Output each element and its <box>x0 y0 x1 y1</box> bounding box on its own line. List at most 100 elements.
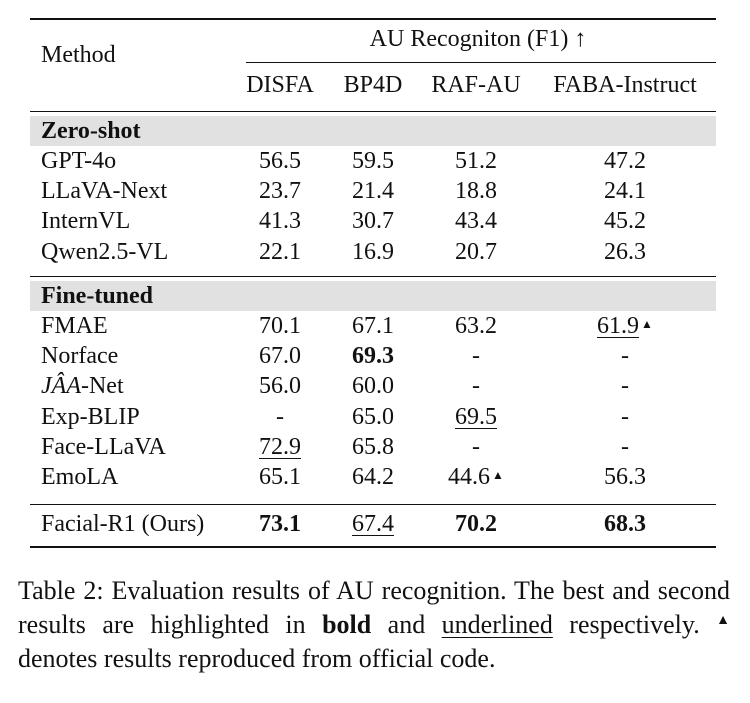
table-cell: 67.0 <box>259 341 301 371</box>
column-header: BP4D <box>343 72 403 98</box>
table-caption: Table 2: Evaluation results of AU recogn… <box>18 574 730 676</box>
table-cell: 47.2 <box>604 146 646 176</box>
table-cell: 59.5 <box>352 146 394 176</box>
cell-value: 51.2 <box>455 148 497 174</box>
table-cell: - <box>621 432 629 462</box>
cell-value: - <box>472 373 480 400</box>
method-name: InternVL <box>41 208 131 235</box>
section-title: Fine-tuned <box>41 283 154 309</box>
cell-value: - <box>472 433 480 460</box>
table-cell: - <box>472 371 480 401</box>
method-name: JÂA-Net <box>41 373 124 400</box>
section-divider-rule <box>30 276 716 277</box>
method-name: EmoLA <box>41 464 119 490</box>
table-cell: 67.4 <box>352 509 394 539</box>
method-name: Norface <box>41 343 119 370</box>
cell-value: - <box>276 403 284 430</box>
cell-value: 30.7 <box>352 208 394 235</box>
table-cell: - <box>276 402 284 432</box>
triangle-marker-icon: ▲ <box>492 468 504 482</box>
table-cell: 22.1 <box>259 237 301 267</box>
table-cell: 45.2 <box>604 206 646 236</box>
cell-value: - <box>621 373 629 400</box>
table-cell: 24.1 <box>604 176 646 206</box>
method-name-math: JÂA <box>41 373 81 400</box>
cell-value: 47.2 <box>604 148 646 174</box>
cell-value: - <box>472 343 480 370</box>
caption-text: and <box>371 610 442 639</box>
table-cell: - <box>472 432 480 462</box>
method-name: Exp-BLIP <box>41 403 140 430</box>
table-cell: - <box>621 402 629 432</box>
triangle-marker-icon: ▲ <box>716 613 731 628</box>
method-name: Face-LLaVA <box>41 433 166 460</box>
caption-text: denotes results reproduced from official… <box>18 644 496 673</box>
header-bottom-rule <box>30 111 716 112</box>
column-header: RAF-AU <box>431 72 521 98</box>
table-cell: - <box>621 341 629 371</box>
method-name: Facial-R1 (Ours) <box>41 511 205 537</box>
cell-value: 18.8 <box>455 178 497 205</box>
table-cell: 23.7 <box>259 176 301 206</box>
table-cell: 70.2 <box>455 509 497 539</box>
cell-value: 65.8 <box>352 433 394 460</box>
section-band-zero-shot <box>30 116 716 146</box>
section-title: Zero-shot <box>41 118 141 144</box>
cell-value: 26.3 <box>604 238 646 265</box>
cell-value: 63.2 <box>455 313 497 339</box>
cell-value: - <box>621 403 629 430</box>
cell-value: 70.2 <box>455 511 497 537</box>
cell-value: 65.0 <box>352 403 394 430</box>
caption-underline-word: underlined <box>441 610 553 639</box>
cell-value: 43.4 <box>455 208 497 235</box>
table-cell: 16.9 <box>352 237 394 267</box>
cell-value: 24.1 <box>604 178 646 205</box>
table-cell: 63.2 <box>455 311 497 341</box>
caption-bold-word: bold <box>322 610 372 639</box>
table-cell: 72.9 <box>259 432 301 462</box>
column-header: DISFA <box>246 72 314 98</box>
cell-value: 69.5 <box>455 403 497 430</box>
caption-text: Table 2: Evaluation results of AU recogn… <box>18 576 730 639</box>
cell-value: 23.7 <box>259 178 301 205</box>
table-cell: 20.7 <box>455 237 497 267</box>
table-cell: 70.1 <box>259 311 301 341</box>
cell-value: 67.0 <box>259 343 301 370</box>
table-cell: 44.6 ▲ <box>448 462 504 492</box>
cell-value: 56.0 <box>259 373 301 400</box>
method-name: GPT-4o <box>41 148 117 174</box>
table-cell: 43.4 <box>455 206 497 236</box>
cell-value: 56.5 <box>259 148 301 174</box>
cell-value: 73.1 <box>259 511 301 537</box>
method-name: LLaVA-Next <box>41 178 168 205</box>
table-cell: 65.8 <box>352 432 394 462</box>
cell-value: 45.2 <box>604 208 646 235</box>
table-cell: 51.2 <box>455 146 497 176</box>
cell-value: 72.9 <box>259 433 301 460</box>
table-cell: - <box>472 341 480 371</box>
cell-value: 70.1 <box>259 313 301 339</box>
cell-value: 59.5 <box>352 148 394 174</box>
table-cell: 69.5 <box>455 402 497 432</box>
cell-value: 64.2 <box>352 464 394 490</box>
cell-value: 61.9 <box>597 313 640 339</box>
table-cell: 60.0 <box>352 371 394 401</box>
table-cell: 30.7 <box>352 206 394 236</box>
table-cell: - <box>621 371 629 401</box>
table-cell: 65.1 <box>259 462 301 492</box>
cell-value: 69.3 <box>352 343 394 370</box>
table-cell: 18.8 <box>455 176 497 206</box>
cell-value: - <box>621 343 629 370</box>
table-cell: 64.2 <box>352 462 394 492</box>
cell-value: 68.3 <box>604 511 646 537</box>
cell-value: 44.6 <box>448 464 491 490</box>
table-cell: 21.4 <box>352 176 394 206</box>
table-cell: 56.0 <box>259 371 301 401</box>
table-cell: 26.3 <box>604 237 646 267</box>
final-row-rule <box>30 504 716 505</box>
table-cell: 68.3 <box>604 509 646 539</box>
section-band-fine-tuned <box>30 281 716 311</box>
cell-value: 21.4 <box>352 178 394 205</box>
cell-value: 65.1 <box>259 464 301 490</box>
cell-value: 60.0 <box>352 373 394 400</box>
